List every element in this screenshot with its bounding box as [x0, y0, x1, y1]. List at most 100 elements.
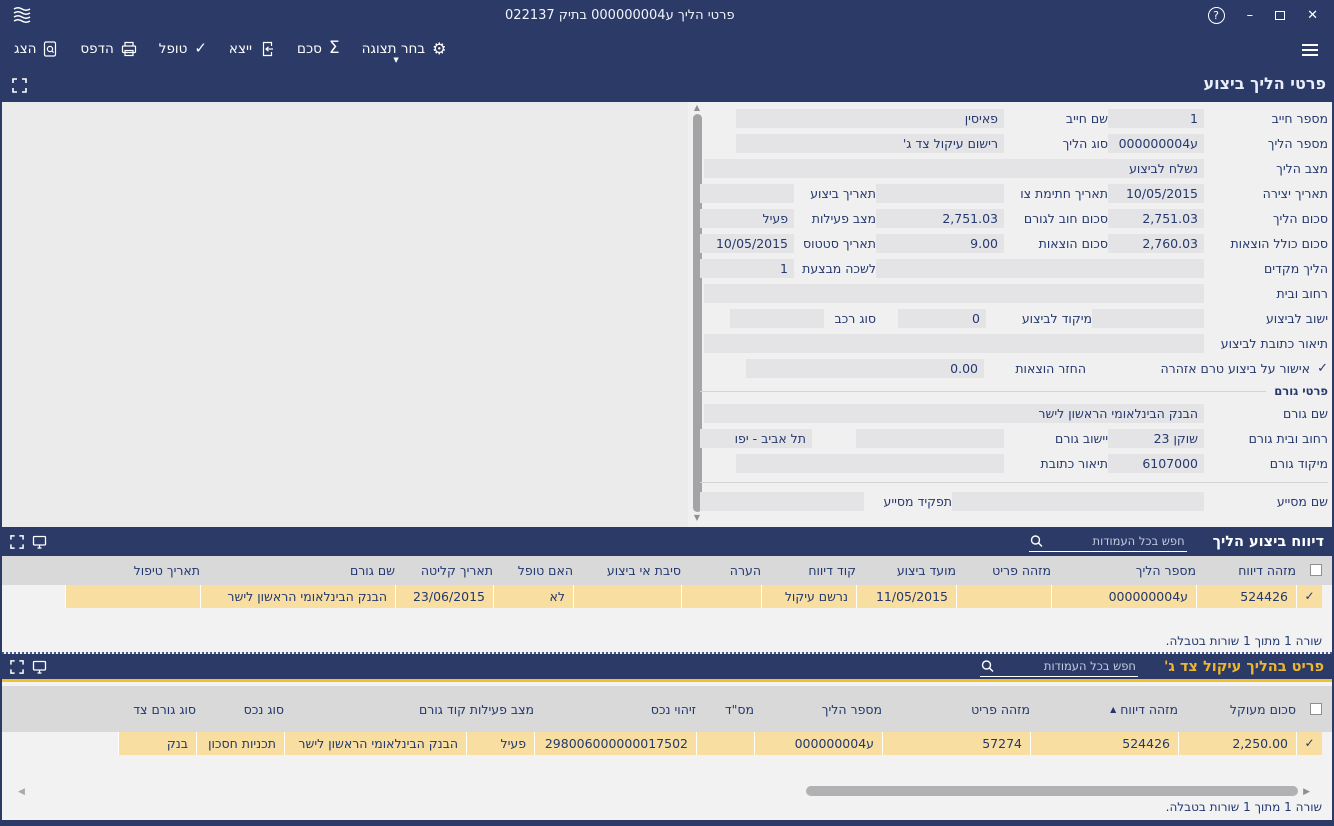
close-button[interactable]: ✕ — [1307, 7, 1318, 23]
creation-date-field[interactable]: 10/05/2015 — [1108, 184, 1204, 203]
process-amount-field[interactable]: 2,751.03 — [1108, 209, 1204, 228]
column-header[interactable]: מזהה דיווח — [1238, 563, 1296, 578]
scroll-up-icon[interactable]: ▲ — [693, 103, 701, 112]
column-header[interactable]: מספר הליך — [1135, 563, 1196, 578]
toolbar: הצג הדפס טופל ✓ ייצא — [0, 30, 1334, 70]
monitor-icon[interactable] — [32, 535, 47, 549]
expenses-refund-field[interactable]: 0.00 — [746, 359, 984, 378]
minimize-button[interactable]: – — [1246, 7, 1254, 23]
cell-handled: לא — [493, 585, 573, 608]
total-with-expenses-field[interactable]: 2,760.03 — [1108, 234, 1204, 253]
preliminary-process-field[interactable] — [876, 259, 1204, 278]
cell-report-id: 524426 — [1030, 732, 1178, 755]
party-zip-field[interactable]: 6107000 — [1108, 454, 1204, 473]
select-all-checkbox[interactable] — [1310, 702, 1322, 715]
executing-bureau-field[interactable]: 1 — [700, 259, 794, 278]
column-header[interactable]: מזהה פריט — [971, 701, 1030, 717]
assistant-name-field[interactable] — [952, 492, 1204, 511]
search-icon[interactable] — [1029, 534, 1044, 549]
column-header[interactable]: האם טופל — [517, 563, 573, 578]
party-street-field[interactable]: שוקן 23 — [1108, 429, 1204, 448]
process-type-field[interactable]: רישום עיקול צד ג' — [736, 134, 1004, 153]
debtor-number-field[interactable]: 1 — [1108, 109, 1204, 128]
menu-icon[interactable] — [1298, 40, 1322, 60]
execution-city-field[interactable] — [1092, 309, 1204, 328]
column-header[interactable]: קוד דיווח — [808, 563, 856, 578]
debt-to-party-field[interactable]: 2,751.03 — [876, 209, 1004, 228]
column-header[interactable]: תאריך קליטה — [420, 563, 493, 578]
form-row: ✓ אישור על ביצוע טרם אזהרה החזר הוצאות 0… — [700, 356, 1328, 381]
row-checkbox[interactable]: ✓ — [1296, 585, 1322, 608]
execution-address-desc-field[interactable] — [704, 334, 1204, 353]
expenses-amount-field[interactable]: 9.00 — [876, 234, 1004, 253]
cell-process-number: ע000000004 — [1051, 585, 1196, 608]
expand-icon[interactable] — [10, 534, 24, 549]
debtor-name-field[interactable]: פאיסין — [736, 109, 1004, 128]
form-vertical-scrollbar[interactable]: ▲ ▼ — [689, 103, 705, 523]
search-icon[interactable] — [980, 659, 995, 674]
horizontal-scrollbar-thumb[interactable] — [806, 786, 1298, 796]
column-header[interactable]: סוג גורם צד — [133, 701, 196, 717]
column-header[interactable]: מס"ד — [724, 701, 754, 717]
row-checkbox[interactable]: ✓ — [1296, 732, 1322, 755]
handled-button[interactable]: טופל ✓ — [157, 38, 209, 63]
cell-item-id — [956, 585, 1051, 608]
monitor-icon[interactable] — [32, 660, 47, 674]
column-header[interactable]: סיבת אי ביצוע — [606, 563, 681, 578]
scroll-left-icon[interactable]: ◀ — [18, 787, 25, 797]
section-divider-row — [700, 476, 1328, 489]
column-header[interactable]: תאריך טיפול — [133, 563, 200, 578]
form-row: הליך מקדים לשכה מבצעת 1 — [700, 256, 1328, 281]
address-desc-field[interactable] — [736, 454, 1004, 473]
column-header[interactable]: שם גורם — [349, 563, 395, 578]
party-name-field[interactable]: הבנק הבינלאומי הראשון לישר — [704, 404, 1204, 423]
column-header[interactable]: מצב פעילות — [469, 701, 534, 717]
column-header[interactable]: מועד ביצוע — [896, 563, 956, 578]
sum-button[interactable]: סכם Σ — [295, 37, 342, 63]
pre-warning-approval-checkbox[interactable]: ✓ — [1317, 361, 1328, 376]
assistant-role-field[interactable] — [700, 492, 864, 511]
status-date-field[interactable]: 10/05/2015 — [700, 234, 794, 253]
report-search — [1028, 531, 1187, 552]
activity-state-field[interactable]: פעיל — [700, 209, 794, 228]
maximize-button[interactable] — [1275, 10, 1286, 20]
process-state-field[interactable]: נשלח לביצוע — [704, 159, 1204, 178]
sum-button-label: סכם — [297, 40, 322, 57]
cell-asset-type: תכניות חסכון — [196, 732, 284, 755]
vertical-scrollbar-thumb[interactable] — [692, 114, 702, 512]
execution-date-field[interactable] — [700, 184, 794, 203]
table-row[interactable]: ✓ 2,250.00 524426 57274 ע000000004 29800… — [2, 732, 1332, 755]
column-header[interactable]: סכום מעוקל — [1229, 701, 1296, 717]
show-button[interactable]: הצג — [12, 38, 60, 63]
vehicle-type-field[interactable] — [730, 309, 824, 328]
column-header-sorted[interactable]: מזהה דיווח ▲ — [1030, 702, 1178, 717]
column-header[interactable]: זיהוי נכס — [650, 701, 696, 717]
print-button[interactable]: הדפס — [78, 38, 138, 63]
scroll-right-icon[interactable]: ▶ — [1303, 787, 1310, 797]
column-header[interactable]: מספר הליך — [821, 701, 882, 717]
party-city-value-field[interactable]: תל אביב - יפו — [700, 429, 812, 448]
items-search-input[interactable] — [994, 658, 1138, 674]
export-button[interactable]: ייצא — [227, 38, 277, 63]
choose-view-button[interactable]: בחר תצוגה ⚙ ▼ — [360, 38, 449, 64]
cell-process-number: ע000000004 — [754, 732, 882, 755]
assistant-role-label: תפקיד מסייע — [883, 494, 953, 509]
process-number-field[interactable]: ע000000004 — [1108, 134, 1204, 153]
form-row: רחוב ובית — [700, 281, 1328, 306]
column-header[interactable]: מזהה פריט — [992, 563, 1051, 578]
select-all-checkbox[interactable] — [1310, 564, 1322, 576]
street-house-field[interactable] — [704, 284, 1204, 303]
items-horizontal-scrollbar[interactable]: ◀ ▶ — [8, 784, 1326, 799]
column-header[interactable]: הערה — [729, 563, 761, 578]
help-icon[interactable]: ? — [1207, 6, 1225, 24]
expand-icon[interactable] — [12, 78, 27, 93]
report-search-input[interactable] — [1043, 533, 1187, 549]
column-header[interactable]: קוד גורם — [419, 701, 466, 717]
execution-zip-field[interactable]: 0 — [898, 309, 986, 328]
scroll-down-icon[interactable]: ▼ — [693, 513, 701, 522]
order-sign-date-field[interactable] — [876, 184, 1004, 203]
table-row[interactable]: ✓ 524426 ע000000004 11/05/2015 נרשם עיקו… — [2, 585, 1332, 608]
party-city-field[interactable] — [856, 429, 1004, 448]
column-header[interactable]: סוג נכס — [243, 701, 284, 717]
expand-icon[interactable] — [10, 659, 24, 674]
